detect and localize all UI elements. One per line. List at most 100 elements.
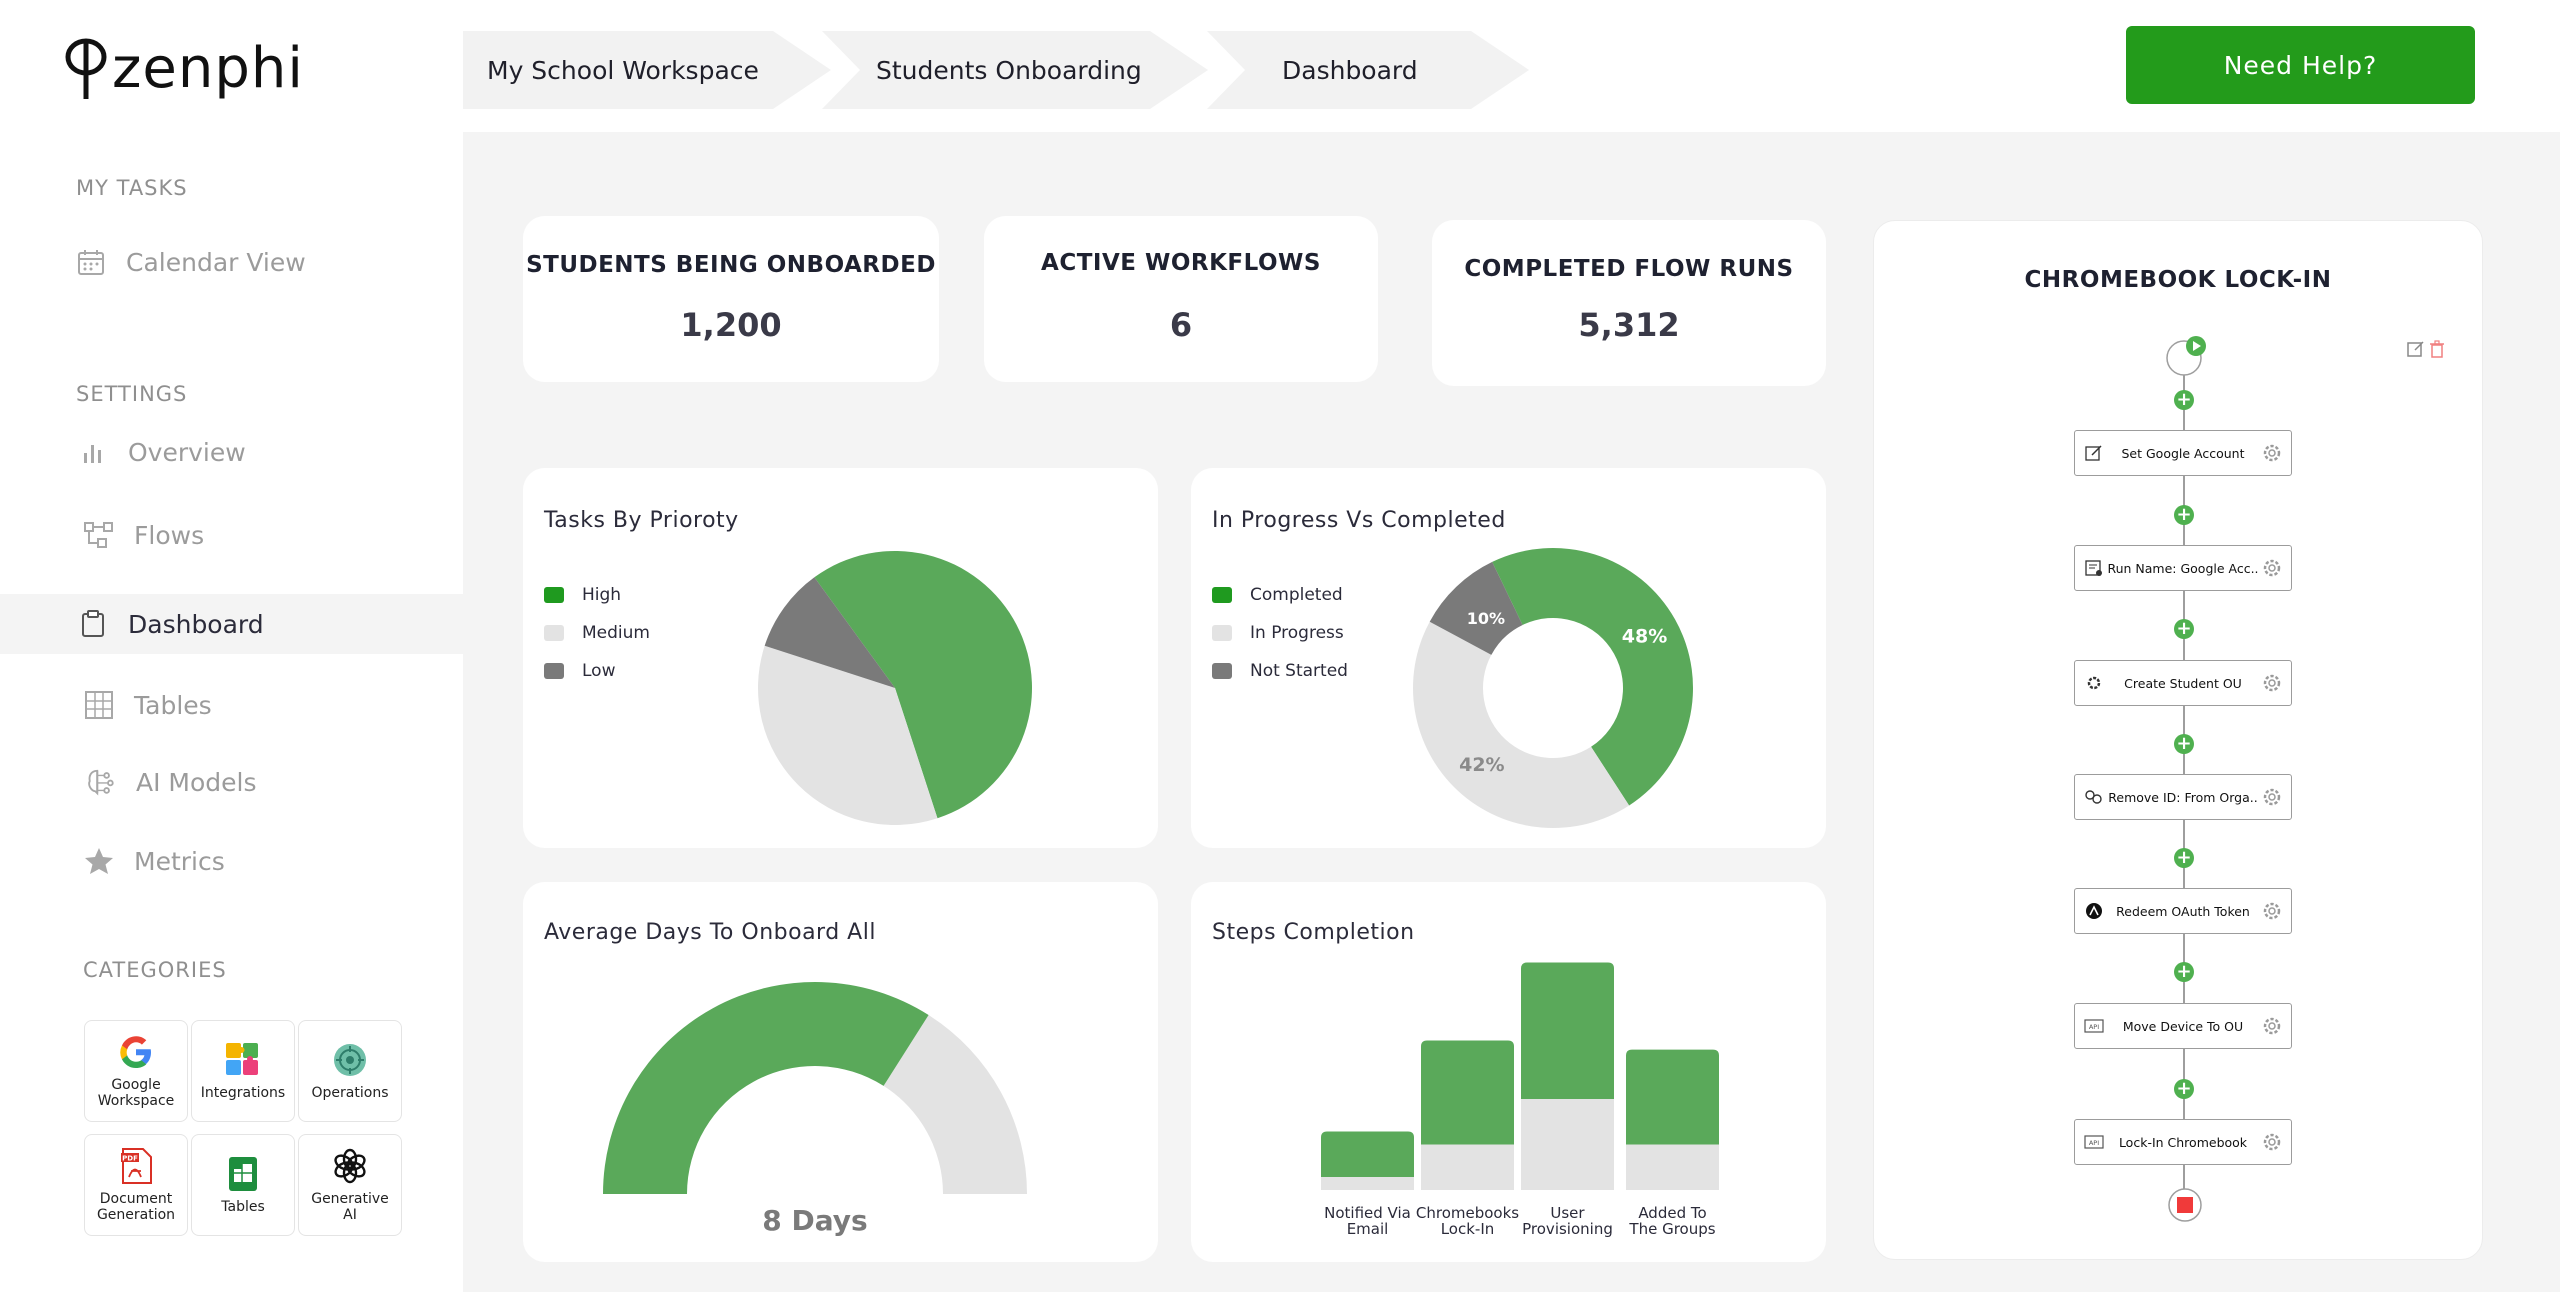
sidebar-item-label: Dashboard: [128, 609, 264, 639]
flow-step-node[interactable]: API Move Device To OU: [2074, 1003, 2292, 1049]
oauth-icon: [2083, 900, 2105, 922]
flow-stop-node[interactable]: [2167, 1187, 2203, 1223]
flow-step-node[interactable]: API Lock-In Chromebook: [2074, 1119, 2292, 1165]
gear-icon[interactable]: [2261, 442, 2283, 464]
category-operations[interactable]: Operations: [298, 1020, 402, 1122]
play-icon: [2193, 341, 2201, 351]
add-step-button[interactable]: +: [2174, 505, 2194, 525]
legend-label: Not Started: [1250, 661, 1348, 681]
flow-step-label: Redeem OAuth Token: [2116, 903, 2250, 919]
sidebar-item-tables[interactable]: Tables: [0, 675, 463, 735]
sidebar-item-overview[interactable]: Overview: [0, 422, 463, 482]
gear-icon[interactable]: [2261, 672, 2283, 694]
flow-step-node[interactable]: Set Google Account: [2074, 430, 2292, 476]
donut-label-in-progress: 42%: [1459, 754, 1504, 776]
legend-item-in-progress: In Progress: [1212, 614, 1348, 652]
legend-label: In Progress: [1250, 623, 1344, 643]
category-integrations[interactable]: Integrations: [191, 1020, 295, 1122]
stat-title: ACTIVE WORKFLOWS: [1041, 250, 1321, 276]
flow-start-node[interactable]: [2164, 335, 2214, 377]
gear-icon[interactable]: [2261, 1131, 2283, 1153]
sidebar-item-flows[interactable]: Flows: [0, 505, 463, 565]
sidebar-item-calendar[interactable]: Calendar View: [0, 232, 463, 292]
add-step-button[interactable]: +: [2174, 962, 2194, 982]
sidebar-item-dashboard[interactable]: Dashboard: [0, 594, 463, 654]
donut-slice-completed: [1492, 548, 1693, 806]
link-icon: [2083, 786, 2105, 808]
legend-item-high: High: [544, 576, 650, 614]
bar-segment-base: [1321, 1177, 1414, 1190]
edit-icon: [2083, 442, 2105, 464]
category-document-generation[interactable]: PDF Document Generation: [84, 1134, 188, 1236]
donut-slice-in-progress: [1413, 621, 1630, 828]
bar-segment-base: [1626, 1144, 1719, 1190]
zenphi-logo[interactable]: zenphi: [62, 36, 304, 101]
gear-icon[interactable]: [2261, 900, 2283, 922]
chart-title: In Progress Vs Completed: [1212, 508, 1506, 533]
flow-step-node[interactable]: Remove ID: From Orga..: [2074, 774, 2292, 820]
stop-icon: [2177, 1197, 2193, 1213]
gauge-remainder: [883, 1015, 1027, 1194]
svg-text:API: API: [2089, 1139, 2099, 1147]
gear-icon[interactable]: [2261, 786, 2283, 808]
flow-step-node[interactable]: Run Name: Google Acc..: [2074, 545, 2292, 591]
my-tasks-heading: MY TASKS: [76, 176, 188, 200]
pie-slice-low: [764, 577, 895, 688]
add-step-button[interactable]: +: [2174, 390, 2194, 410]
add-step-button[interactable]: +: [2174, 848, 2194, 868]
bar-segment-top: [1321, 1131, 1414, 1177]
bar-segment-base: [1521, 1099, 1614, 1190]
add-step-button[interactable]: +: [2174, 734, 2194, 754]
donut-chart-progress: 48% 42% 10%: [1413, 548, 1693, 828]
bar-category-label: Added To: [1638, 1204, 1706, 1222]
legend-swatch: [1212, 587, 1232, 603]
chart-card-steps-completion: Steps Completion Notified Via Email Chrome…: [1191, 882, 1826, 1262]
gear-icon[interactable]: [2261, 1015, 2283, 1037]
bar-segment-top: [1421, 1040, 1514, 1145]
category-tables[interactable]: Tables: [191, 1134, 295, 1236]
category-generative-ai[interactable]: Generative AI: [298, 1134, 402, 1236]
category-google-workspace[interactable]: Google Workspace: [84, 1020, 188, 1122]
need-help-button[interactable]: Need Help?: [2126, 26, 2475, 104]
gauge-value-label: 8 Days: [762, 1204, 867, 1237]
sidebar-item-metrics[interactable]: Metrics: [0, 831, 463, 891]
breadcrumb-students-onboarding[interactable]: Students Onboarding: [822, 31, 1208, 109]
delete-icon[interactable]: [2429, 340, 2445, 358]
add-step-button[interactable]: +: [2174, 1079, 2194, 1099]
bar-category-label: Chromebooks: [1416, 1204, 1519, 1222]
bar-category-label: Email: [1347, 1220, 1389, 1238]
flow-step-node[interactable]: Redeem OAuth Token: [2074, 888, 2292, 934]
categories-grid: Google Workspace Integrations Operations…: [84, 1020, 402, 1236]
legend-swatch: [1212, 663, 1232, 679]
legend-item-medium: Medium: [544, 614, 650, 652]
edit-icon[interactable]: [2407, 340, 2425, 358]
main-content: STUDENTS BEING ONBOARDED 1,200 ACTIVE WO…: [463, 132, 2560, 1292]
donut-label-not-started: 10%: [1467, 609, 1505, 628]
donut-label-completed: 48%: [1622, 626, 1667, 648]
flow-step-node[interactable]: Create Student OU: [2074, 660, 2292, 706]
flow-step-label: Set Google Account: [2121, 445, 2245, 461]
gear-icon[interactable]: [2261, 557, 2283, 579]
breadcrumb-label: My School Workspace: [487, 55, 759, 85]
legend-label: Low: [582, 661, 616, 681]
sidebar-item-label: Overview: [128, 437, 246, 467]
legend-item-low: Low: [544, 652, 650, 690]
category-label: Document Generation: [96, 1191, 176, 1223]
breadcrumb-workspace[interactable]: My School Workspace: [463, 31, 831, 109]
sheets-icon: [224, 1155, 262, 1193]
flow-step-label: Move Device To OU: [2122, 1018, 2244, 1034]
brand-name: zenphi: [112, 36, 304, 101]
bar-chart-icon: [78, 437, 108, 467]
chart-legend: High Medium Low: [544, 576, 650, 690]
sidebar-item-ai-models[interactable]: AI Models: [0, 752, 463, 812]
chart-card-progress: In Progress Vs Completed Completed In Pr…: [1191, 468, 1826, 848]
legend-item-not-started: Not Started: [1212, 652, 1348, 690]
bar-category-label: The Groups: [1628, 1220, 1715, 1238]
breadcrumb-dashboard[interactable]: Dashboard: [1207, 31, 1529, 109]
chart-title: Average Days To Onboard All: [544, 920, 876, 945]
add-step-button[interactable]: +: [2174, 619, 2194, 639]
bar-segment-top: [1521, 962, 1614, 1099]
sidebar-item-label: Tables: [134, 690, 212, 720]
ai-models-icon: [86, 767, 116, 797]
